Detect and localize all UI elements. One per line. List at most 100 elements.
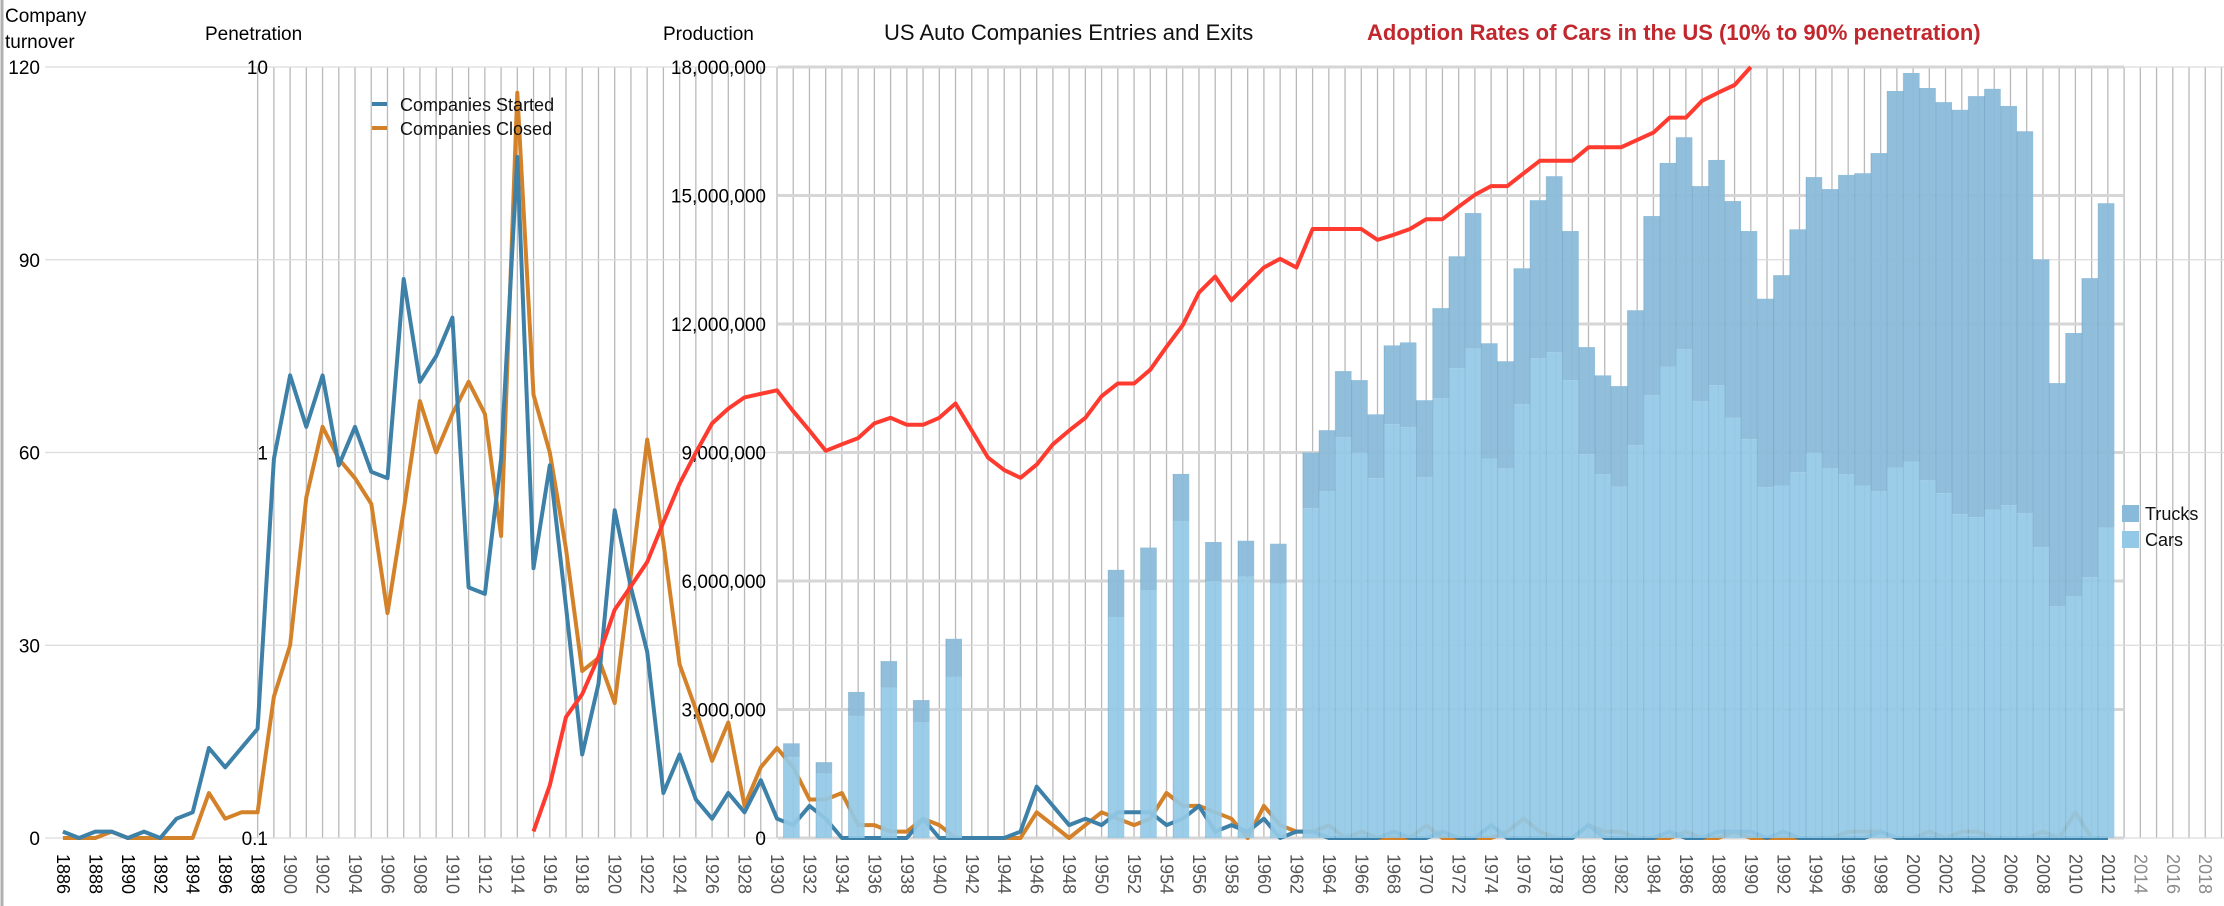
trucks-bar <box>1724 201 1742 418</box>
production-bars <box>783 72 2115 838</box>
penetration-line <box>531 65 1753 833</box>
penetration-tick-label: 10 <box>247 58 268 79</box>
trucks-bar <box>1513 268 1531 405</box>
x-tick-label: 1942 <box>962 854 982 894</box>
x-tick-label: 1960 <box>1254 854 1274 894</box>
x-tick-label: 1934 <box>832 854 852 894</box>
x-tick-label: 1958 <box>1221 854 1241 894</box>
x-tick-label: 1944 <box>994 854 1014 894</box>
trucks-bar <box>1643 216 1660 396</box>
x-tick-label: 1996 <box>1838 854 1858 894</box>
trucks-bar <box>1676 137 1693 350</box>
x-tick-label: 1950 <box>1092 854 1112 894</box>
penetration-tick-label: 0.1 <box>242 829 268 850</box>
x-tick-label: 1940 <box>929 854 949 894</box>
cars-bar <box>1205 581 1222 838</box>
x-tick-label: 1952 <box>1124 854 1144 894</box>
cars-bar <box>2049 606 2066 838</box>
production-tick-label: 18,000,000 <box>671 58 766 79</box>
trucks-bar <box>2000 105 2017 506</box>
legend-swatch-cars <box>2122 531 2139 548</box>
x-tick-label: 1974 <box>1481 854 1501 894</box>
cars-bar <box>2098 527 2115 838</box>
cars-bar <box>1870 491 1888 838</box>
cars-bar <box>783 757 800 838</box>
trucks-bar <box>1400 342 1417 428</box>
cars-bar <box>1448 368 1466 838</box>
trucks-bar <box>1838 174 1855 475</box>
trucks-bar <box>1335 371 1352 438</box>
x-tick-label: 1900 <box>280 854 300 894</box>
x-tick-label: 1988 <box>1708 854 1728 894</box>
x-tick-label: 1886 <box>53 854 73 894</box>
turnover-axis-label-line2: turnover <box>5 32 75 53</box>
turnover-axis-label-line1: Company <box>5 6 87 27</box>
x-tick-label: 1992 <box>1773 854 1793 894</box>
cars-bar <box>2016 513 2034 838</box>
production-axis-label: Production <box>663 24 754 45</box>
trucks-bar <box>1903 72 1920 462</box>
x-tick-label: 1908 <box>410 854 430 894</box>
x-tick-label: 1932 <box>799 854 819 894</box>
legend-production: Trucks Cars <box>2122 504 2198 550</box>
x-tick-label: 2016 <box>2163 854 2183 894</box>
cars-bar <box>1984 509 2001 838</box>
x-tick-label: 2010 <box>2065 854 2085 894</box>
x-tick-label: 2012 <box>2098 854 2118 894</box>
x-tick-label: 1898 <box>248 854 268 894</box>
cars-bar <box>1741 439 1758 838</box>
turnover-tick-label: 90 <box>19 251 40 272</box>
trucks-bar <box>1108 569 1125 617</box>
x-tick-label: 1962 <box>1286 854 1306 894</box>
cars-bar <box>1968 517 1985 838</box>
x-tick-label: 2000 <box>1903 854 1923 894</box>
cars-bar <box>913 722 930 838</box>
trucks-bar <box>1887 90 1904 468</box>
trucks-bar <box>1270 543 1287 584</box>
x-tick-label: 1904 <box>345 854 365 894</box>
x-tick-label: 1910 <box>442 854 462 894</box>
cars-bar <box>1351 452 1368 838</box>
x-tick-label: 1936 <box>864 854 884 894</box>
x-tick-label: 1922 <box>637 854 657 894</box>
x-tick-label: 1980 <box>1579 854 1599 894</box>
x-tick-label: 1946 <box>1027 854 1047 894</box>
cars-bar <box>1903 461 1920 838</box>
trucks-bar <box>1805 177 1823 453</box>
trucks-bar <box>1741 231 1758 440</box>
x-tick-label: 1970 <box>1416 854 1436 894</box>
cars-bar <box>1416 477 1433 838</box>
trucks-bar <box>1611 386 1628 487</box>
cars-bar <box>1546 352 1563 838</box>
trucks-bar <box>1237 540 1255 577</box>
legend-label-trucks: Trucks <box>2145 504 2198 524</box>
cars-bar <box>1611 486 1628 838</box>
cars-bar <box>1513 404 1531 838</box>
cars-bar <box>1319 491 1336 838</box>
trucks-bar <box>1432 308 1449 399</box>
cars-bar <box>2065 595 2082 838</box>
cars-bar <box>1432 398 1449 838</box>
trucks-bar <box>2081 278 2099 578</box>
trucks-bar <box>2065 332 2082 596</box>
trucks-bar <box>1546 176 1563 353</box>
cars-bar <box>1270 583 1287 838</box>
x-tick-label: 2008 <box>2033 854 2053 894</box>
x-tick-label: 1906 <box>377 854 397 894</box>
cars-bar <box>1854 485 1871 838</box>
cars-bar <box>1400 427 1417 838</box>
x-tick-label: 1984 <box>1643 854 1663 894</box>
trucks-bar <box>1465 213 1482 349</box>
cars-bar <box>1838 474 1855 838</box>
x-tick-label: 1928 <box>735 854 755 894</box>
trucks-bar <box>1952 109 1969 515</box>
x-tick-label: 1938 <box>897 854 917 894</box>
trucks-bar <box>1302 452 1320 509</box>
x-tick-label: 2018 <box>2195 854 2215 894</box>
cars-bar <box>2081 577 2099 838</box>
cars-bar <box>1676 349 1693 838</box>
cars-bar <box>1578 454 1595 838</box>
trucks-bar <box>1497 361 1514 469</box>
x-tick-label: 1888 <box>85 854 105 894</box>
